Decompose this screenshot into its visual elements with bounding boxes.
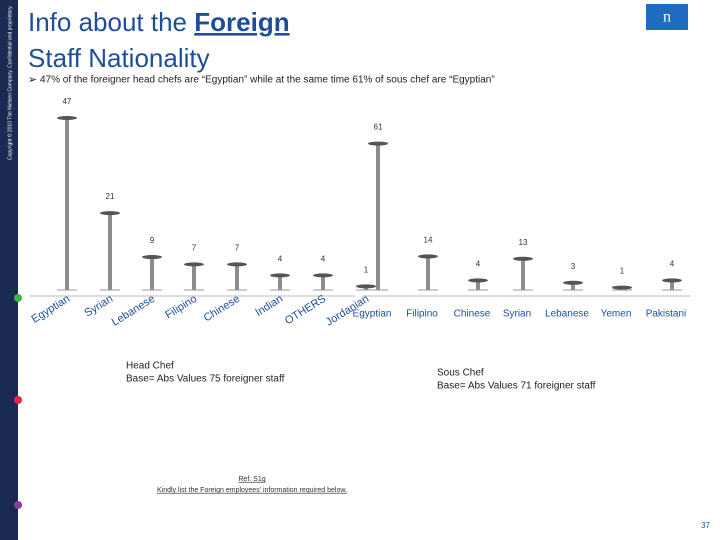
value-label: 47 — [63, 97, 72, 106]
chart-title: Sous Chef — [437, 368, 484, 379]
x-tick-label: Egyptian — [353, 309, 392, 320]
value-label: 4 — [278, 254, 283, 263]
x-tick-label: Pakistani — [646, 309, 687, 320]
logo-mark: n — [663, 9, 671, 26]
chart-subtitle: Base= Abs Values 75 foreigner staff — [126, 374, 285, 385]
question: Kindly list the Foreign employees’ infor… — [157, 487, 347, 494]
bar — [192, 264, 196, 290]
logo — [646, 4, 688, 30]
x-tick-label: Filipino — [163, 293, 199, 322]
value-label: 9 — [150, 236, 155, 245]
x-tick-label: Yemen — [601, 309, 632, 320]
bar-cap — [368, 141, 388, 146]
title-line2: Staff Nationality — [28, 43, 210, 73]
bar-cap — [356, 284, 376, 289]
bar — [670, 280, 674, 290]
x-tick-label: Lebanese — [545, 309, 589, 320]
value-label: 7 — [235, 243, 240, 252]
bar — [108, 213, 112, 290]
bar — [426, 256, 430, 290]
chart-title: Head Chef — [126, 361, 174, 372]
x-tick-label: Egyptian — [29, 293, 72, 326]
x-tick-label: Filipino — [406, 309, 438, 320]
bar — [235, 264, 239, 290]
title-part: Info about the — [28, 7, 194, 37]
value-label: 13 — [519, 238, 528, 247]
side-bar — [0, 0, 18, 540]
bar-cap — [270, 273, 290, 278]
title-emphasis: Foreign — [194, 7, 289, 37]
x-tick-label: Chinese — [454, 309, 491, 320]
bar-cap — [418, 254, 438, 259]
bar-cap — [57, 115, 77, 120]
bar-cap — [612, 285, 632, 290]
bar-cap — [100, 211, 120, 216]
bar — [278, 275, 282, 290]
bar-cap — [468, 278, 488, 283]
side-dot — [14, 396, 22, 404]
side-dot — [14, 501, 22, 509]
bar — [521, 258, 525, 290]
x-tick-label: Indian — [253, 293, 285, 319]
value-label: 4 — [321, 254, 326, 263]
bar-cap — [662, 278, 682, 283]
x-tick-label: Lebanese — [110, 293, 157, 329]
value-label: 1 — [364, 265, 369, 274]
bar-cap — [513, 256, 533, 261]
bullet-arrow: ➢ — [28, 74, 37, 86]
x-tick-label: OTHERS — [283, 293, 328, 327]
x-tick-label: Syrian — [82, 293, 115, 320]
value-label: 7 — [192, 243, 197, 252]
title: Info about the Foreign — [28, 7, 290, 37]
value-label: 21 — [106, 192, 115, 201]
value-label: 4 — [670, 260, 675, 269]
bar — [150, 257, 154, 290]
bar — [476, 280, 480, 290]
bar-cap — [142, 255, 162, 260]
x-tick-label: Syrian — [503, 309, 531, 320]
bar-cap — [563, 280, 583, 285]
value-label: 61 — [374, 123, 383, 132]
bar-cap — [184, 262, 204, 267]
value-label: 14 — [424, 236, 433, 245]
page-number: 37 — [701, 521, 710, 530]
x-tick-label: Chinese — [202, 293, 243, 325]
bar-cap — [227, 262, 247, 267]
bar — [65, 117, 69, 290]
ref: Ref. S1g — [238, 476, 265, 483]
bar — [376, 143, 380, 290]
bar-cap — [313, 273, 333, 278]
value-label: 4 — [476, 260, 481, 269]
side-dot — [14, 294, 22, 302]
value-label: 1 — [620, 267, 625, 276]
bar — [571, 282, 575, 290]
chart-subtitle: Base= Abs Values 71 foreigner staff — [437, 381, 596, 392]
copyright: Copyright © 2010 The Nielsen Company. Co… — [6, 5, 13, 160]
bar — [321, 275, 325, 290]
value-label: 3 — [571, 262, 576, 271]
bullet: 47% of the foreigner head chefs are “Egy… — [40, 75, 495, 86]
